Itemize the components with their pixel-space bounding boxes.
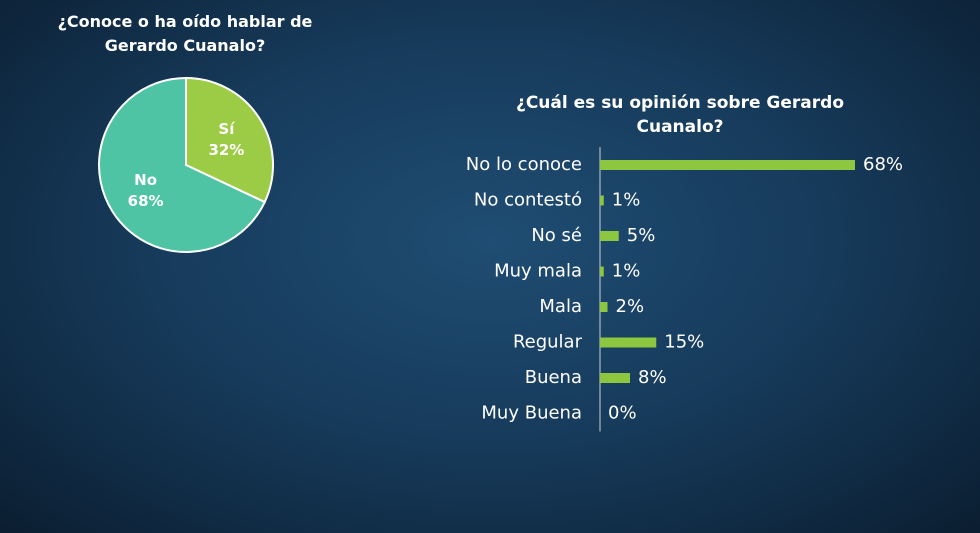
value-label: 1% [612,261,641,282]
value-label: 2% [616,296,645,317]
slice-category: Sí [218,120,235,138]
bar [600,302,608,312]
bar [600,337,657,348]
category-label: Buena [525,367,582,388]
bar-title: ¿Cuál es su opinión sobre Gerardo Cuanal… [515,93,845,137]
value-label: 1% [612,190,641,211]
category-label: No sé [531,225,582,246]
category-label: No lo conoce [466,154,582,175]
bar [600,231,619,241]
slice-label: 32% [208,141,244,159]
bar [600,373,630,383]
slice-category: No [134,171,157,189]
value-label: 5% [627,225,656,246]
category-label: No contestó [474,190,582,211]
bar [600,266,604,277]
category-label: Mala [539,296,582,317]
pie-slice [98,76,267,253]
value-label: 15% [664,332,704,353]
value-label: 8% [638,367,667,388]
category-label: Regular [513,332,583,353]
slice-label: 68% [128,192,164,210]
bar [600,195,604,206]
category-label: Muy Buena [481,403,582,424]
value-label: 68% [863,154,903,175]
bar [600,160,855,170]
pie-title: ¿Conoce o ha oído hablar de Gerardo Cuan… [57,12,313,55]
category-label: Muy mala [494,261,582,282]
value-label: 0% [608,403,637,424]
pie-slice [185,76,274,204]
